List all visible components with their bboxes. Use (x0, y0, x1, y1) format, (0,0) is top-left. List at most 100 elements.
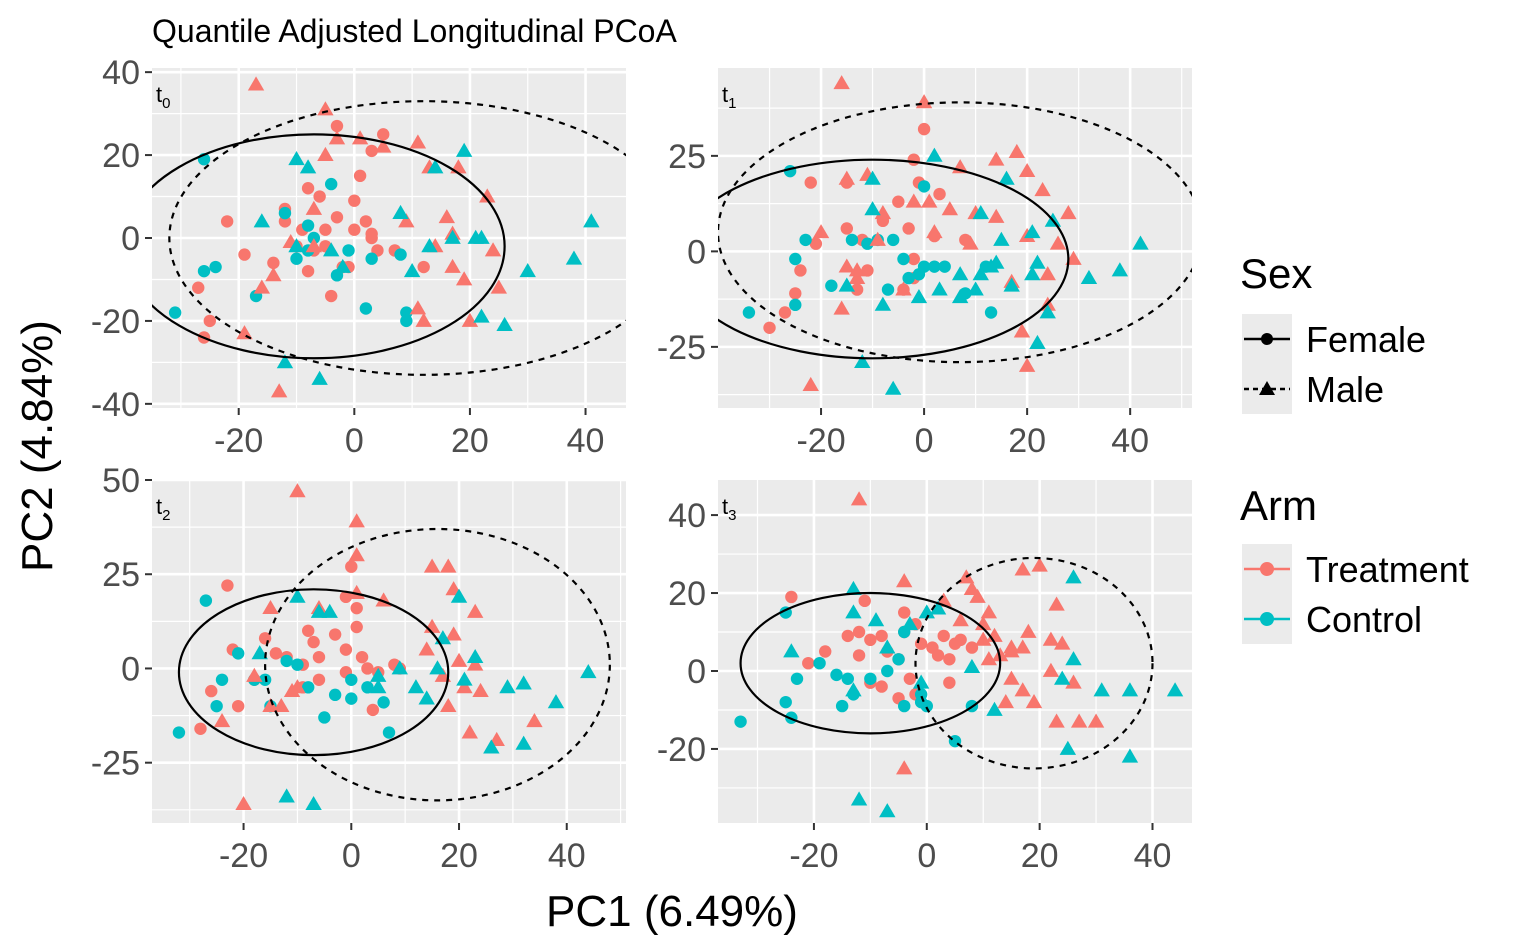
data-point-treatment-male (1065, 250, 1082, 265)
legend-circle-icon (1261, 333, 1273, 345)
facet-panel-1: -20 0 20 40 -25 0 25 t1 (657, 68, 1192, 460)
data-point-control-female (841, 672, 854, 685)
data-point-control-female (897, 252, 910, 266)
data-point-treatment-male (235, 795, 252, 811)
data-point-treatment-female (931, 649, 945, 662)
data-point-control-male (1080, 269, 1098, 285)
data-point-control-male (967, 281, 984, 296)
y-tick-label: -40 (91, 386, 140, 424)
data-point-treatment-male (1014, 682, 1031, 697)
data-point-control-male (1039, 304, 1056, 319)
data-point-treatment-female (417, 260, 430, 274)
data-point-treatment-male (236, 325, 253, 340)
x-tick-label: 20 (440, 837, 478, 875)
data-point-treatment-male (262, 599, 279, 615)
data-point-treatment-male (848, 262, 866, 277)
y-axis-title: PC2 (4.84%) (13, 320, 62, 572)
data-point-treatment-male (1014, 561, 1031, 576)
x-tick-label: 40 (1134, 837, 1172, 875)
facet-label: t2 (156, 494, 170, 524)
data-point-treatment-female (313, 190, 326, 203)
data-point-treatment-female (365, 144, 378, 158)
y-tick-label: 40 (102, 54, 140, 92)
data-point-treatment-male (456, 679, 473, 694)
data-point-treatment-female (802, 656, 815, 670)
data-point-control-male (515, 735, 532, 750)
data-point-treatment-male (1054, 635, 1071, 650)
data-point-treatment-female (348, 223, 361, 236)
data-point-treatment-female (312, 650, 326, 664)
data-point-treatment-female (902, 222, 915, 235)
data-point-control-male (519, 262, 536, 278)
facet-panel-3: -20 0 20 40 -20 0 20 40 t3 (657, 480, 1192, 875)
data-point-control-female (779, 695, 792, 709)
data-point-control-male (879, 639, 896, 654)
data-point-treatment-male (273, 697, 290, 713)
data-point-treatment-male (1042, 662, 1060, 677)
data-point-control-male (951, 266, 969, 281)
data-point-treatment-female (864, 633, 877, 647)
data-point-treatment-female (307, 635, 320, 649)
data-point-treatment-male (962, 235, 979, 250)
data-point-control-male (456, 671, 473, 686)
data-point-treatment-male (980, 604, 998, 619)
data-point-treatment-male (802, 376, 819, 391)
data-point-treatment-male (1003, 670, 1020, 685)
data-point-treatment-female (794, 264, 807, 277)
panel-background (718, 68, 1192, 408)
facet-label: t0 (156, 82, 170, 112)
data-point-treatment-female (907, 153, 920, 166)
data-point-treatment-female (350, 601, 363, 615)
data-point-treatment-male (896, 573, 913, 588)
data-point-treatment-male (1031, 557, 1048, 572)
data-point-control-male (1132, 235, 1149, 250)
data-point-treatment-female (933, 187, 946, 201)
legend-label-treatment: Treatment (1306, 549, 1469, 590)
data-point-control-male (311, 370, 328, 385)
data-point-treatment-male (455, 271, 473, 286)
data-point-control-female (168, 306, 182, 319)
data-point-treatment-female (231, 699, 245, 713)
data-point-treatment-male (466, 603, 484, 618)
data-point-control-male (391, 660, 408, 675)
data-point-treatment-male (1003, 643, 1020, 658)
data-point-control-male (288, 151, 305, 166)
y-tick-label: -25 (91, 745, 140, 783)
data-point-control-male (998, 170, 1015, 185)
data-point-control-female (210, 699, 223, 713)
x-tick-label: 20 (451, 422, 489, 460)
data-point-treatment-male (265, 267, 282, 282)
data-point-treatment-male (833, 300, 850, 315)
data-point-treatment-female (965, 641, 979, 654)
data-point-control-female (301, 219, 315, 232)
data-point-treatment-male (423, 558, 441, 573)
data-point-control-female (835, 699, 849, 713)
data-point-treatment-female (789, 287, 802, 300)
data-point-control-male (901, 616, 919, 631)
data-point-control-male (986, 701, 1003, 716)
data-point-control-female (377, 696, 390, 709)
data-point-treatment-male (1039, 266, 1056, 281)
data-point-control-female (864, 672, 877, 685)
legend-label-female: Female (1306, 319, 1426, 360)
data-point-treatment-male (895, 281, 912, 296)
data-point-treatment-female (763, 321, 776, 334)
data-point-control-female (917, 260, 931, 273)
data-point-treatment-female (903, 672, 917, 685)
data-point-treatment-male (305, 238, 323, 253)
data-point-treatment-male (869, 231, 886, 246)
data-point-treatment-male (905, 193, 922, 208)
data-point-treatment-female (350, 620, 363, 634)
data-point-control-male (1111, 262, 1129, 277)
ellipse-female (152, 133, 506, 360)
data-point-treatment-male (975, 631, 992, 646)
chart-title: Quantile Adjusted Longitudinal PCoA (152, 13, 677, 49)
data-point-treatment-male (975, 616, 992, 631)
ellipse-male (168, 100, 626, 376)
data-point-control-female (290, 252, 303, 265)
data-point-treatment-male (1060, 204, 1077, 220)
data-point-control-male (1003, 277, 1020, 292)
data-point-treatment-female (221, 579, 234, 592)
data-point-treatment-female (330, 119, 344, 133)
data-point-treatment-female (205, 684, 218, 698)
